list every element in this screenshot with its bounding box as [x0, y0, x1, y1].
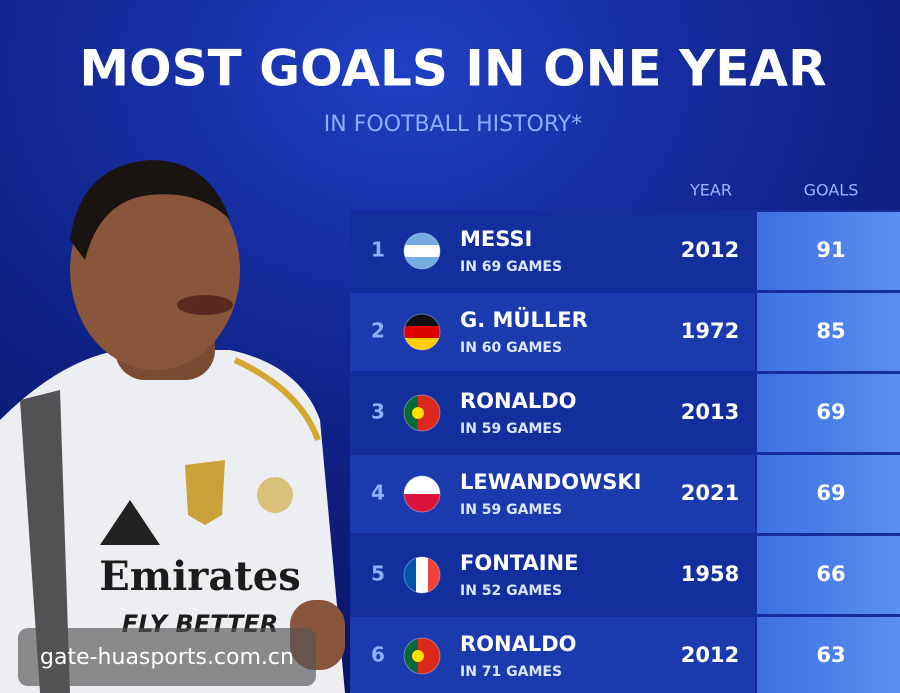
flag-stripe	[404, 557, 416, 593]
flag-stripe	[404, 326, 440, 338]
flag-stripe	[428, 557, 440, 593]
player-name: FONTAINE	[460, 551, 578, 575]
games: IN 60 GAMES	[460, 340, 562, 356]
goals: 85	[816, 319, 845, 343]
flag	[404, 314, 440, 350]
year: 2013	[681, 400, 739, 424]
goals: 69	[816, 400, 845, 424]
goals-cell	[757, 536, 900, 614]
flag-stripe	[404, 395, 418, 431]
games: IN 69 GAMES	[460, 259, 562, 275]
player-name: RONALDO	[460, 389, 577, 413]
rank: 3	[371, 400, 385, 424]
flag-rim	[403, 313, 441, 351]
year: 2012	[681, 643, 739, 667]
goals-cell	[757, 617, 900, 693]
rank: 4	[371, 481, 385, 505]
flag-stripe	[404, 476, 440, 494]
player-name: RONALDO	[460, 632, 577, 656]
flag-stripe	[404, 338, 440, 350]
goals: 63	[816, 643, 845, 667]
games: IN 59 GAMES	[460, 502, 562, 518]
rank: 1	[371, 238, 385, 262]
table: 1 MESSI IN 69 GAMES 2012 91 2 G. MÜLLER IN 60 G…	[350, 210, 900, 693]
subtitle: IN FOOTBALL HISTORY*	[324, 112, 582, 137]
goals-cell	[757, 455, 900, 533]
flag	[404, 476, 440, 512]
flag-rim	[403, 232, 441, 270]
flag	[404, 638, 440, 674]
title: MOST GOALS IN ONE YEAR	[79, 40, 826, 98]
year: 1958	[681, 562, 739, 586]
year: 2021	[681, 481, 739, 505]
shirt-text: Emirates	[99, 553, 300, 600]
player-photo: Emirates FLY BETTER	[0, 160, 345, 693]
flag-rim	[403, 475, 441, 513]
flag-emblem	[412, 407, 424, 419]
flag-stripe	[404, 638, 418, 674]
flag-rim	[403, 556, 441, 594]
player-name: MESSI	[460, 227, 532, 251]
flag-stripe	[404, 257, 440, 269]
flag	[404, 395, 440, 431]
player-name: LEWANDOWSKI	[460, 470, 641, 494]
watermark-box	[18, 628, 316, 686]
games: IN 59 GAMES	[460, 421, 562, 437]
games: IN 52 GAMES	[460, 583, 562, 599]
flag-rim	[403, 637, 441, 675]
flag-stripe	[404, 233, 440, 245]
goals-cell	[757, 212, 900, 290]
rank: 6	[371, 643, 385, 667]
goals: 66	[816, 562, 845, 586]
goals: 69	[816, 481, 845, 505]
flag-stripe	[416, 557, 428, 593]
flag-rim	[403, 394, 441, 432]
rank: 2	[371, 319, 385, 343]
rank: 5	[371, 562, 385, 586]
flag-emblem	[412, 650, 424, 662]
watermark: gate-huasports.com.cn	[40, 645, 294, 670]
goals: 91	[816, 238, 845, 262]
flag-stripe	[404, 494, 440, 512]
column-header: GOALS	[804, 181, 859, 200]
goals-cell	[757, 374, 900, 452]
player-name: G. MÜLLER	[460, 307, 588, 332]
flag	[404, 233, 440, 269]
flag-stripe	[404, 314, 440, 326]
flag-stripe	[404, 245, 440, 257]
goals-cell	[757, 293, 900, 371]
games: IN 71 GAMES	[460, 664, 562, 680]
column-header: YEAR	[689, 181, 732, 200]
year: 1972	[681, 319, 739, 343]
flag	[404, 557, 440, 593]
year: 2012	[681, 238, 739, 262]
